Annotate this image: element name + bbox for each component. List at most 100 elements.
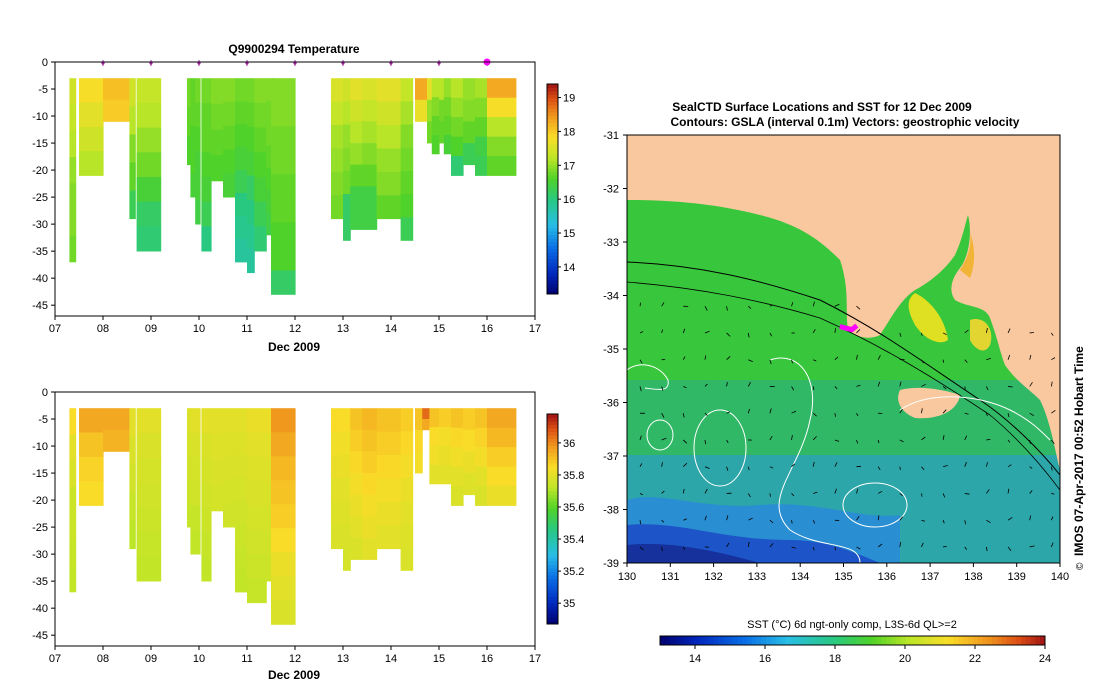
sal-cell — [415, 429, 423, 452]
velocity-vector — [921, 383, 926, 387]
temp-cell — [271, 246, 296, 271]
temp-cell — [376, 148, 402, 173]
lon-tick-label: 130 — [618, 571, 636, 583]
sal-cell — [129, 408, 136, 437]
colorbar-segment — [547, 438, 558, 443]
velocity-vector — [813, 359, 817, 362]
temp-cell — [129, 106, 136, 135]
velocity-vector — [1007, 464, 1012, 468]
temp-cell — [343, 78, 351, 102]
temp-cell — [463, 143, 476, 166]
colorbar-segment — [547, 585, 558, 590]
map-longitude-axis: 130 131 132 133 134 135 136 137 138 139 140 — [618, 563, 1069, 583]
velocity-vector — [899, 439, 904, 443]
sal-cell — [376, 501, 402, 526]
velocity-vector — [834, 439, 840, 442]
lon-tick-label: 137 — [921, 571, 939, 583]
velocity-vector — [812, 412, 817, 417]
temp-cell — [331, 101, 344, 126]
temp-cell — [487, 97, 517, 118]
velocity-vector — [1029, 412, 1034, 416]
colorbar-segment — [547, 526, 558, 530]
temp-cell — [362, 143, 378, 166]
colorbar-segment — [547, 501, 558, 506]
colorbar-segment — [547, 252, 558, 256]
lat-tick-label: -38 — [603, 505, 619, 517]
velocity-vector — [639, 546, 644, 551]
colorbar-segment — [547, 442, 558, 446]
colorbar-segment — [547, 136, 558, 141]
velocity-vector — [812, 386, 815, 391]
sst-colorbar-segment — [722, 636, 728, 645]
temp-cell — [443, 78, 452, 98]
temp-cell — [190, 125, 196, 150]
velocity-vector — [834, 546, 837, 551]
y-tick-label: 0 — [42, 387, 48, 399]
y-tick-label: -35 — [32, 246, 48, 258]
sst-colorbar-segment — [809, 636, 815, 645]
sal-cell — [69, 565, 77, 593]
sal-cell — [235, 523, 248, 547]
colorbar-segment — [547, 259, 558, 263]
sal-cell — [69, 539, 77, 567]
sal-cell — [136, 457, 162, 483]
sal-cell — [129, 464, 136, 493]
temperature-x-axis-label: Dec 2009 — [268, 340, 320, 354]
sst-colorbar-segment — [958, 636, 964, 645]
temp-cell — [427, 121, 433, 144]
temp-cell — [195, 78, 201, 103]
colorbar-segment — [547, 620, 558, 625]
lat-tick-label: -35 — [603, 344, 619, 356]
sst-colorbar-segment — [900, 636, 906, 645]
lat-tick-label: -39 — [603, 558, 619, 570]
sal-cell — [247, 408, 267, 433]
sst-colorbar-segment — [674, 636, 680, 645]
sal-cell — [400, 454, 414, 479]
colorbar-segment — [547, 487, 558, 492]
gsla-contour-eddy-west — [693, 409, 747, 487]
temp-cell — [69, 209, 77, 237]
velocity-vector — [791, 546, 796, 549]
sst-colorbar-segment — [1020, 636, 1027, 645]
colorbar-segment — [547, 91, 558, 95]
temp-cell — [235, 101, 248, 125]
velocity-vector — [921, 519, 926, 522]
sst-colorbar-label: SST (°C) 6d ngt-only comp, L3S-6d QL>=2 — [747, 619, 957, 631]
sst-colorbar-segment — [881, 636, 887, 645]
sal-cell — [223, 408, 236, 433]
temp-cell — [129, 78, 136, 107]
colorbar-segment — [547, 168, 558, 172]
salinity-y-axis: 0 -5 -10 -15 -20 -25 -30 -35 -40 -45 — [32, 387, 55, 642]
velocity-vector — [726, 515, 729, 521]
colorbar-segment — [547, 112, 558, 116]
temp-cell — [223, 149, 236, 174]
y-tick-label: -20 — [32, 165, 48, 177]
lat-tick-label: -33 — [603, 237, 619, 249]
sal-cell — [129, 492, 136, 521]
colorbar-segment — [547, 547, 558, 551]
sst-colorbar-segment — [929, 636, 935, 645]
sal-cell — [343, 431, 351, 455]
sal-cell — [376, 455, 402, 479]
velocity-vector — [812, 546, 815, 551]
colorbar-segment — [547, 283, 558, 288]
sst-colorbar-segment — [703, 636, 709, 645]
temp-cell — [211, 78, 224, 105]
sst-colorbar-segment — [780, 636, 786, 645]
temp-cell — [266, 212, 274, 236]
velocity-vector — [856, 354, 858, 360]
sal-cell — [247, 578, 267, 604]
velocity-vector — [1007, 546, 1012, 551]
temp-cell — [400, 194, 414, 218]
y-tick-label: -15 — [32, 468, 48, 480]
velocity-vector — [683, 518, 688, 521]
sal-cell — [235, 477, 248, 501]
sal-cell — [343, 547, 351, 571]
temp-cell — [487, 117, 517, 137]
sst-colorbar-segment — [992, 636, 998, 645]
lon-tick-label: 140 — [1051, 571, 1069, 583]
velocity-vector — [813, 491, 818, 494]
sst-colorbar-segment — [948, 636, 955, 645]
colorbar-segment — [547, 119, 558, 123]
